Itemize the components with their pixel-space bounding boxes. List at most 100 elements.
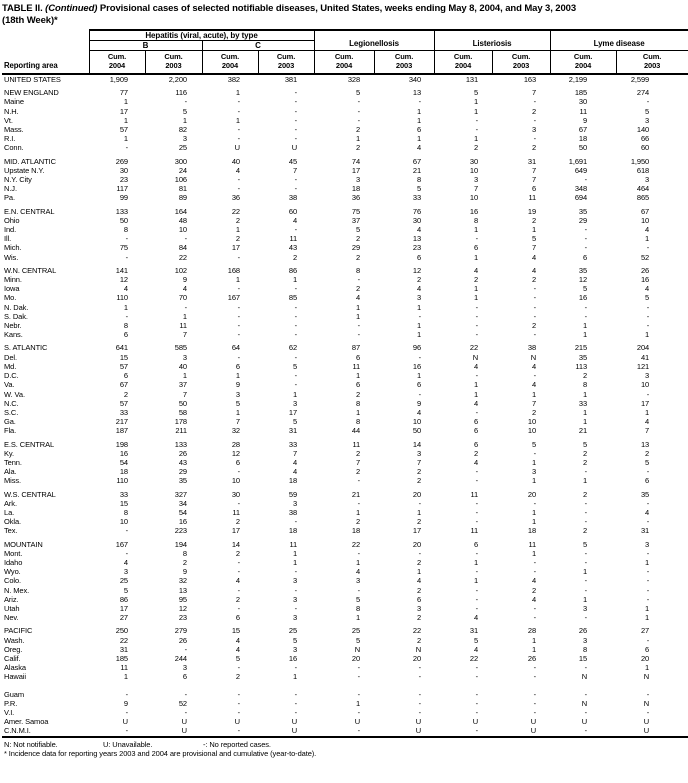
value-cell: 16 <box>288 653 298 663</box>
value-cell: 2 <box>532 407 537 417</box>
area-label: NEW ENGLAND <box>4 88 59 98</box>
value-cell: 6 <box>416 252 422 262</box>
value-cell: 163 <box>523 75 537 84</box>
area-label: N.C. <box>4 398 19 408</box>
value-cell: 4 <box>532 265 537 275</box>
value-cell: 17 <box>231 243 240 253</box>
table-row: Colo. 25 32 4 3 3 4 1 4 - - <box>2 576 688 585</box>
value-cell: 1 <box>645 613 650 623</box>
value-cell: - <box>533 97 537 107</box>
value-cell: 10 <box>640 380 650 390</box>
value-cell: 6 <box>473 417 479 427</box>
value-cell: 1 <box>583 321 588 331</box>
value-cell: - <box>475 407 479 417</box>
value-cell: 31 <box>288 426 298 436</box>
value-cell: 60 <box>288 206 298 216</box>
value-cell: 81 <box>178 184 187 194</box>
value-cell: 10 <box>527 426 537 436</box>
area-label: Ky. <box>4 448 14 458</box>
value-cell: 279 <box>174 626 187 636</box>
value-cell: 20 <box>412 539 422 549</box>
value-cell: - <box>418 689 422 699</box>
value-cell: 6 <box>235 361 240 371</box>
value-cell: 106 <box>174 175 187 185</box>
value-cell: 89 <box>178 193 187 203</box>
area-label: Ohio <box>4 215 20 225</box>
value-cell: 15 <box>231 626 240 636</box>
value-cell: - <box>584 225 588 235</box>
value-cell: 15 <box>119 352 128 362</box>
value-cell: 45 <box>288 156 298 166</box>
table-row: Kans. 6 7 - - - 1 - - 1 1 <box>2 330 688 339</box>
value-cell: 67 <box>578 125 588 135</box>
value-cell: 58 <box>178 407 187 417</box>
value-cell: - <box>533 311 537 321</box>
value-cell: N <box>643 698 650 708</box>
value-cell: - <box>584 243 588 253</box>
col-header-hepc-2003: Cum. 2003 <box>257 50 315 75</box>
value-cell: - <box>475 507 479 517</box>
value-cell: 198 <box>115 439 128 449</box>
value-cell: - <box>237 321 241 331</box>
value-cell: 86 <box>119 594 128 604</box>
area-label: UNITED STATES <box>4 75 61 84</box>
value-cell: - <box>184 689 188 699</box>
value-cell: 8 <box>182 548 187 558</box>
table-row: Utah 17 12 - - 8 3 - - 3 1 <box>2 604 688 613</box>
value-cell: 1 <box>532 644 537 654</box>
value-cell: - <box>475 585 479 595</box>
value-cell: 1 <box>645 234 650 244</box>
value-cell: 26 <box>178 448 187 458</box>
value-cell: 1 <box>416 106 422 116</box>
value-cell: - <box>584 175 588 185</box>
value-cell: 86 <box>288 265 298 275</box>
value-cell: 1 <box>583 567 588 577</box>
value-cell: 2 <box>473 448 479 458</box>
value-cell: 4 <box>235 635 240 645</box>
value-cell: 2 <box>355 143 361 153</box>
value-cell: - <box>646 567 650 577</box>
value-cell: U <box>354 717 361 727</box>
value-cell: - <box>294 330 298 340</box>
value-cell: 6 <box>123 371 128 381</box>
value-cell: - <box>646 708 650 717</box>
value-cell: 9 <box>182 275 187 285</box>
value-cell: 1 <box>123 672 128 682</box>
value-cell: 4 <box>416 284 422 294</box>
value-cell: - <box>418 663 422 673</box>
value-cell: 5 <box>645 106 650 116</box>
value-cell: 7 <box>416 457 422 467</box>
value-cell: - <box>475 311 479 321</box>
value-cell: 18 <box>288 526 298 536</box>
value-cell: 1 <box>416 507 422 517</box>
value-cell: 2 <box>292 252 298 262</box>
value-cell: 1 <box>416 134 422 144</box>
table-body: UNITED STATES 1,909 2,200 382 381 328 340 131 16… <box>2 74 688 738</box>
value-cell: 35 <box>640 489 650 499</box>
value-cell: - <box>533 708 537 717</box>
area-label: R.I. <box>4 134 16 144</box>
col-header-hepb-2004: Cum. 2004 <box>88 50 146 75</box>
area-label: Mass. <box>4 125 24 135</box>
value-cell: 4 <box>235 165 240 175</box>
value-cell: 1 <box>355 407 361 417</box>
value-cell: - <box>294 175 298 185</box>
value-cell: 1 <box>235 225 240 235</box>
value-cell: 36 <box>351 193 361 203</box>
value-cell: 50 <box>412 426 422 436</box>
value-cell: - <box>294 302 298 312</box>
value-cell: U <box>492 726 551 738</box>
area-label: Maine <box>4 97 24 107</box>
value-cell: 1 <box>473 97 479 107</box>
value-cell: - <box>184 302 188 312</box>
value-cell: 8 <box>355 603 361 613</box>
value-cell: 1 <box>416 567 422 577</box>
value-cell: - <box>475 548 479 558</box>
legend-unavailable: U: Unavailable. <box>102 739 153 749</box>
mmwr-table-page: TABLE II. (Continued) Provisional cases … <box>2 3 688 758</box>
value-cell: 62 <box>288 343 298 353</box>
value-cell: 14 <box>412 439 422 449</box>
area-label: Idaho <box>4 557 23 567</box>
area-label: Mont. <box>4 548 23 558</box>
value-cell: 2 <box>355 467 361 477</box>
